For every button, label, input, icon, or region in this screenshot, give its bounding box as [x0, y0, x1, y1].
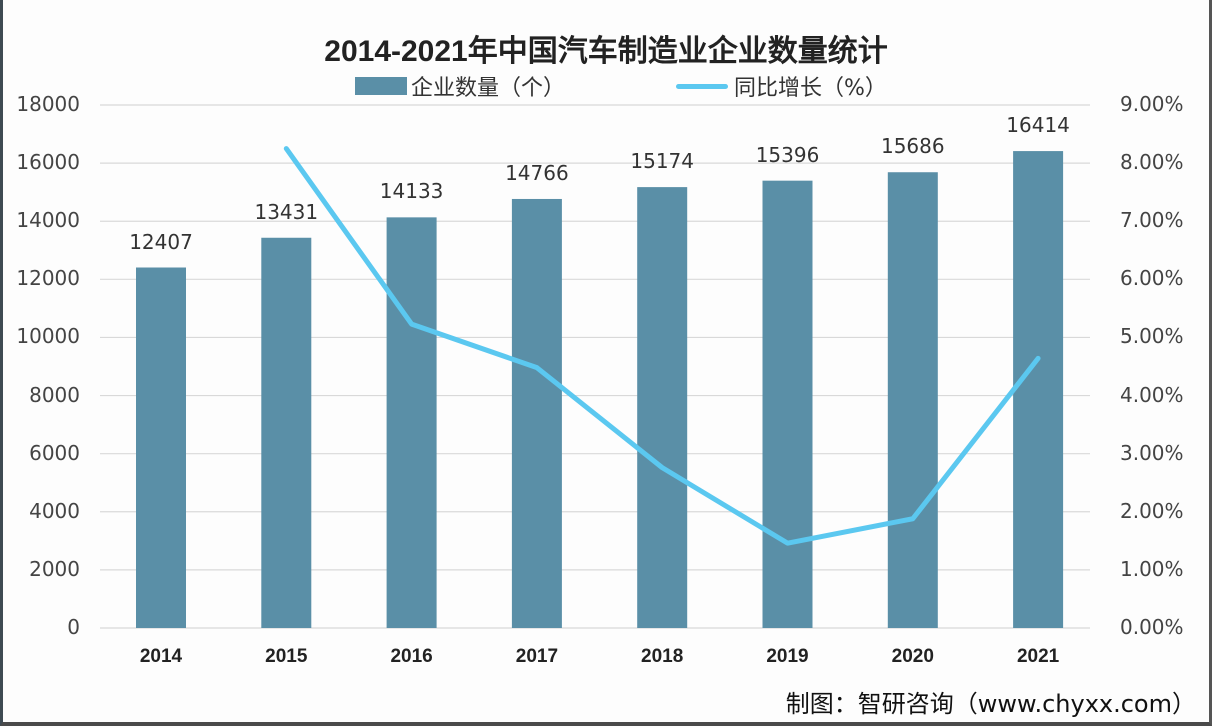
growth-line — [283, 146, 1041, 546]
x-axis-label: 2017 — [515, 646, 559, 667]
legend-line-swatch — [676, 83, 728, 89]
bar-value-label: 13431 — [254, 199, 319, 224]
bar-2020 — [887, 172, 938, 628]
legend-line-label: 同比增长（%） — [734, 76, 887, 101]
bar-2017 — [511, 198, 562, 628]
legend-item-line: 同比增长（%） — [676, 70, 887, 102]
bar-2016 — [386, 217, 437, 628]
x-axis-label: 2020 — [891, 646, 934, 667]
bar-2019 — [762, 180, 813, 629]
right-axis-tick: 1.00% — [1120, 556, 1184, 581]
left-axis-tick: 10000 — [16, 324, 80, 349]
right-axis-tick: 3.00% — [1120, 440, 1184, 465]
left-axis-tick: 14000 — [16, 208, 80, 233]
right-axis-tick: 7.00% — [1120, 208, 1184, 233]
bar-value-label: 12407 — [129, 229, 193, 254]
legend-bar-swatch — [355, 77, 407, 95]
right-axis-tick: 6.00% — [1120, 266, 1184, 291]
left-axis-tick: 12000 — [16, 266, 80, 291]
bar-2018 — [637, 187, 688, 628]
x-axis-label: 2016 — [390, 646, 433, 667]
left-axis-tick: 0 — [67, 615, 80, 639]
legend-bar-label: 企业数量（个） — [411, 76, 566, 101]
bar-value-label: 14766 — [505, 160, 569, 185]
x-axis-label: 2015 — [265, 646, 308, 667]
bar-value-label: 16414 — [1006, 113, 1070, 138]
right-axis-tick: 9.00% — [1120, 92, 1184, 116]
bar-value-label: 14133 — [379, 179, 444, 204]
chart-title: 2014-2021年中国汽车制造业企业数量统计 — [324, 35, 888, 68]
left-axis-tick: 6000 — [29, 440, 80, 465]
left-axis-tick: 2000 — [29, 556, 80, 581]
left-axis-tick: 8000 — [29, 382, 80, 407]
right-axis-tick: 5.00% — [1120, 324, 1184, 349]
bar-value-label: 15396 — [755, 142, 820, 167]
bar-value-label: 15174 — [630, 149, 694, 174]
right-axis-tick: 0.00% — [1120, 615, 1184, 639]
right-axis-tick: 2.00% — [1120, 498, 1184, 523]
right-axis-tick: 8.00% — [1120, 150, 1184, 175]
source-credit: 制图：智研咨询（www.chyxx.com） — [785, 690, 1196, 718]
bar-2021 — [1013, 151, 1064, 629]
bar-2015 — [261, 237, 312, 629]
left-axis-tick: 4000 — [29, 498, 80, 523]
right-axis-tick: 4.00% — [1120, 382, 1184, 407]
bar-2014 — [136, 267, 186, 628]
x-axis-label: 2018 — [641, 646, 684, 667]
x-axis-label: 2014 — [139, 646, 183, 667]
legend-item-bar: 企业数量（个） — [355, 70, 565, 102]
bar-value-label: 15686 — [880, 134, 945, 159]
x-axis-label: 2021 — [1016, 646, 1060, 667]
legend: 企业数量（个） 同比增长（%） — [0, 70, 1212, 102]
left-axis-tick: 18000 — [16, 92, 80, 116]
left-axis-tick: 16000 — [16, 150, 80, 175]
x-axis-label: 2019 — [766, 646, 809, 667]
